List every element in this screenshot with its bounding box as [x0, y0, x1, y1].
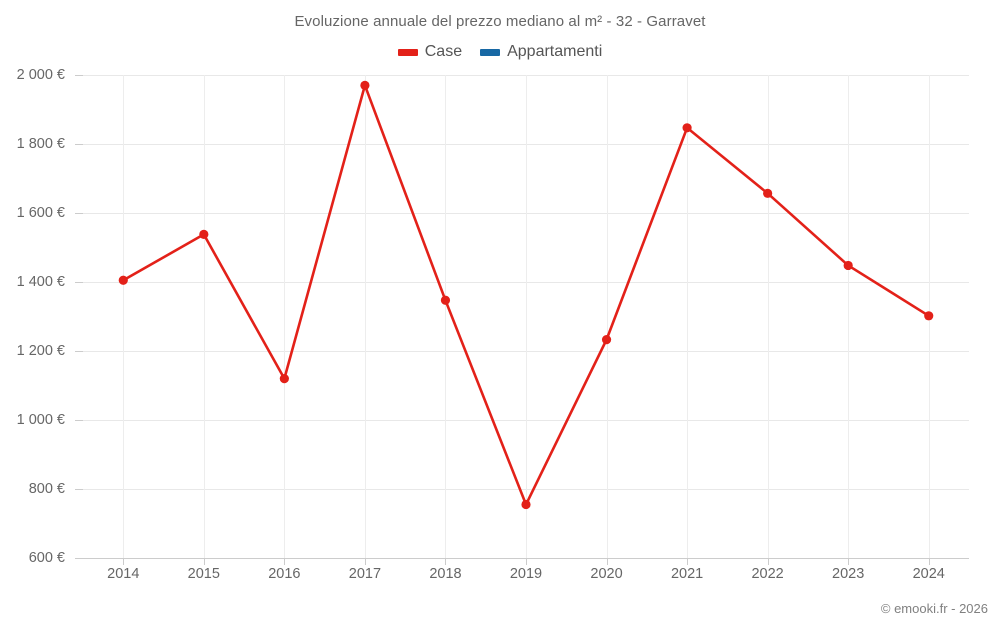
x-axis-tick-mark: [929, 558, 930, 565]
gridline-x-2018: [445, 75, 446, 558]
series-plot: [118, 80, 934, 510]
x-axis-tick-label: 2023: [832, 566, 865, 582]
data-point[interactable]: [521, 499, 531, 510]
gridline-x-2020: [607, 75, 608, 558]
y-axis-tick-mark: [75, 213, 83, 214]
x-axis-tick-label: 2017: [348, 566, 382, 582]
y-axis-tick-mark: [75, 489, 83, 490]
data-point[interactable]: [199, 229, 209, 239]
legend-swatch-icon-appartamenti: [480, 48, 501, 56]
x-axis-tick-label: 2020: [590, 566, 623, 582]
x-axis-tick-mark: [365, 558, 366, 565]
x-axis-line: [83, 558, 969, 559]
x-axis-tick-mark: [848, 558, 849, 565]
y-axis-tick-label: 1 200 €: [16, 343, 65, 359]
legend-label-appartamenti: Appartamenti: [507, 43, 603, 60]
x-axis-tick-mark: [687, 558, 688, 565]
gridline-x-2021: [687, 75, 688, 558]
y-axis-tick-mark: [75, 351, 83, 352]
data-point[interactable]: [440, 295, 451, 305]
gridline-x-2019: [526, 75, 527, 558]
gridline-x-2016: [284, 75, 285, 558]
data-point[interactable]: [843, 260, 853, 271]
data-point[interactable]: [682, 123, 692, 133]
x-axis-tick-label: 2015: [187, 566, 220, 582]
x-axis-tick-mark: [204, 558, 205, 565]
x-axis-tick-mark: [526, 558, 527, 565]
series-line-case: [121, 84, 931, 506]
plot-area: [83, 75, 969, 559]
x-axis-tick-label: 2024: [912, 566, 945, 582]
gridline-x-2017: [365, 75, 366, 558]
data-point[interactable]: [279, 374, 289, 384]
x-axis-tick-mark: [284, 558, 285, 565]
legend-item-case[interactable]: Case: [397, 43, 463, 61]
chart-legend: Case Appartamenti: [0, 43, 1000, 61]
x-axis-tick-mark: [607, 558, 608, 565]
x-axis-tick-mark: [768, 558, 769, 565]
gridline-x-2015: [204, 75, 205, 558]
y-axis-tick-label: 1 600 €: [16, 205, 65, 221]
data-point[interactable]: [360, 80, 370, 90]
x-axis-tick-label: 2018: [429, 566, 462, 582]
y-axis-tick-label: 1 800 €: [16, 136, 65, 152]
x-axis-tick-mark: [445, 558, 446, 565]
y-axis-tick-label: 2 000 €: [16, 67, 65, 83]
y-axis-tick-mark: [75, 144, 83, 145]
gridline-x-2014: [123, 75, 124, 558]
data-point[interactable]: [118, 275, 128, 285]
x-axis-tick-label: 2016: [268, 566, 301, 582]
x-axis-tick-label: 2022: [751, 566, 784, 582]
y-axis-tick-label: 1 400 €: [16, 274, 65, 290]
data-point[interactable]: [601, 335, 612, 345]
x-axis-tick-label: 2019: [509, 566, 543, 582]
y-axis-tick-mark: [75, 558, 83, 559]
chart-title: Evoluzione annuale del prezzo mediano al…: [294, 13, 706, 30]
y-axis-tick-mark: [75, 420, 83, 421]
y-axis-tick-label: 600 €: [28, 550, 65, 566]
data-point[interactable]: [924, 311, 934, 321]
credits-label: © emooki.fr - 2026: [880, 601, 988, 616]
y-axis-tick-label: 1 000 €: [16, 412, 65, 428]
gridline-x-2022: [768, 75, 769, 558]
x-axis-tick-label: 2014: [107, 566, 140, 582]
gridline-x-2023: [848, 75, 849, 558]
y-axis-tick-mark: [75, 75, 83, 76]
legend-item-appartamenti[interactable]: Appartamenti: [480, 43, 602, 61]
data-point[interactable]: [763, 188, 773, 198]
legend-label-case: Case: [424, 43, 463, 60]
x-axis-tick-mark: [123, 558, 124, 565]
x-axis-tick-label: 2021: [670, 566, 704, 582]
legend-swatch-icon-case: [397, 48, 418, 56]
y-axis-tick-mark: [75, 282, 83, 283]
y-axis-tick-label: 800 €: [28, 481, 65, 497]
